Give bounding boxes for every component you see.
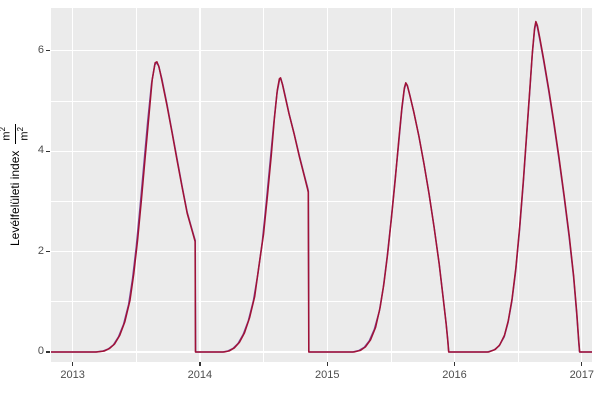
y-tick-mark-2 — [46, 250, 50, 253]
series-lines — [51, 20, 592, 353]
x-tick-mark-2015 — [326, 362, 328, 366]
x-tick-label-2016: 2016 — [442, 369, 467, 381]
gridline-v-2015.5 — [390, 8, 392, 362]
y-tick-label-4: 4 — [37, 144, 44, 157]
gridline-h-2 — [51, 250, 592, 253]
x-tick-label-2013: 2013 — [60, 369, 85, 381]
y-tick-label-0: 0 — [37, 344, 44, 357]
gridline-v-2014.5 — [263, 8, 264, 362]
x-tick-mark-2014 — [199, 362, 201, 366]
y-axis-title-text: Levélfelületi index — [8, 150, 22, 246]
gridline-v-2015 — [326, 8, 328, 362]
gridline-h-6 — [51, 50, 592, 52]
x-tick-label-2014: 2014 — [187, 369, 213, 381]
gridline-h-1 — [51, 301, 592, 303]
series-darkred — [51, 20, 592, 353]
y-axis-unit-fraction: m2 m2 — [0, 124, 31, 144]
y-tick-label-6: 6 — [37, 43, 44, 56]
gridline-h-5 — [51, 100, 592, 102]
gridline-v-2016 — [453, 8, 456, 362]
x-tick-mark-2016 — [453, 362, 456, 366]
y-tick-mark-6 — [46, 50, 50, 52]
gridline-v-2014 — [199, 8, 201, 362]
gridline-h-4 — [51, 150, 592, 152]
plot-panel — [51, 8, 592, 362]
x-tick-mark-2013 — [72, 362, 74, 366]
y-tick-mark-0 — [46, 351, 50, 353]
x-tick-label-2017: 2017 — [569, 369, 595, 381]
x-tick-mark-2017 — [581, 362, 583, 366]
gridline-v-2017 — [581, 8, 583, 362]
y-axis-unit-denominator: m2 — [15, 127, 31, 141]
gridline-v-2013.5 — [135, 8, 137, 362]
y-tick-mark-4 — [46, 150, 50, 152]
y-axis-title: Levélfelületi index m2 m2 — [0, 8, 31, 362]
gridline-v-2016.5 — [517, 8, 519, 362]
y-axis-unit-numerator: m2 — [0, 127, 13, 141]
x-tick-label-2015: 2015 — [314, 369, 340, 381]
gridline-h-3 — [51, 201, 592, 202]
y-tick-label-2: 2 — [37, 244, 44, 257]
gridline-v-2013 — [72, 8, 74, 362]
